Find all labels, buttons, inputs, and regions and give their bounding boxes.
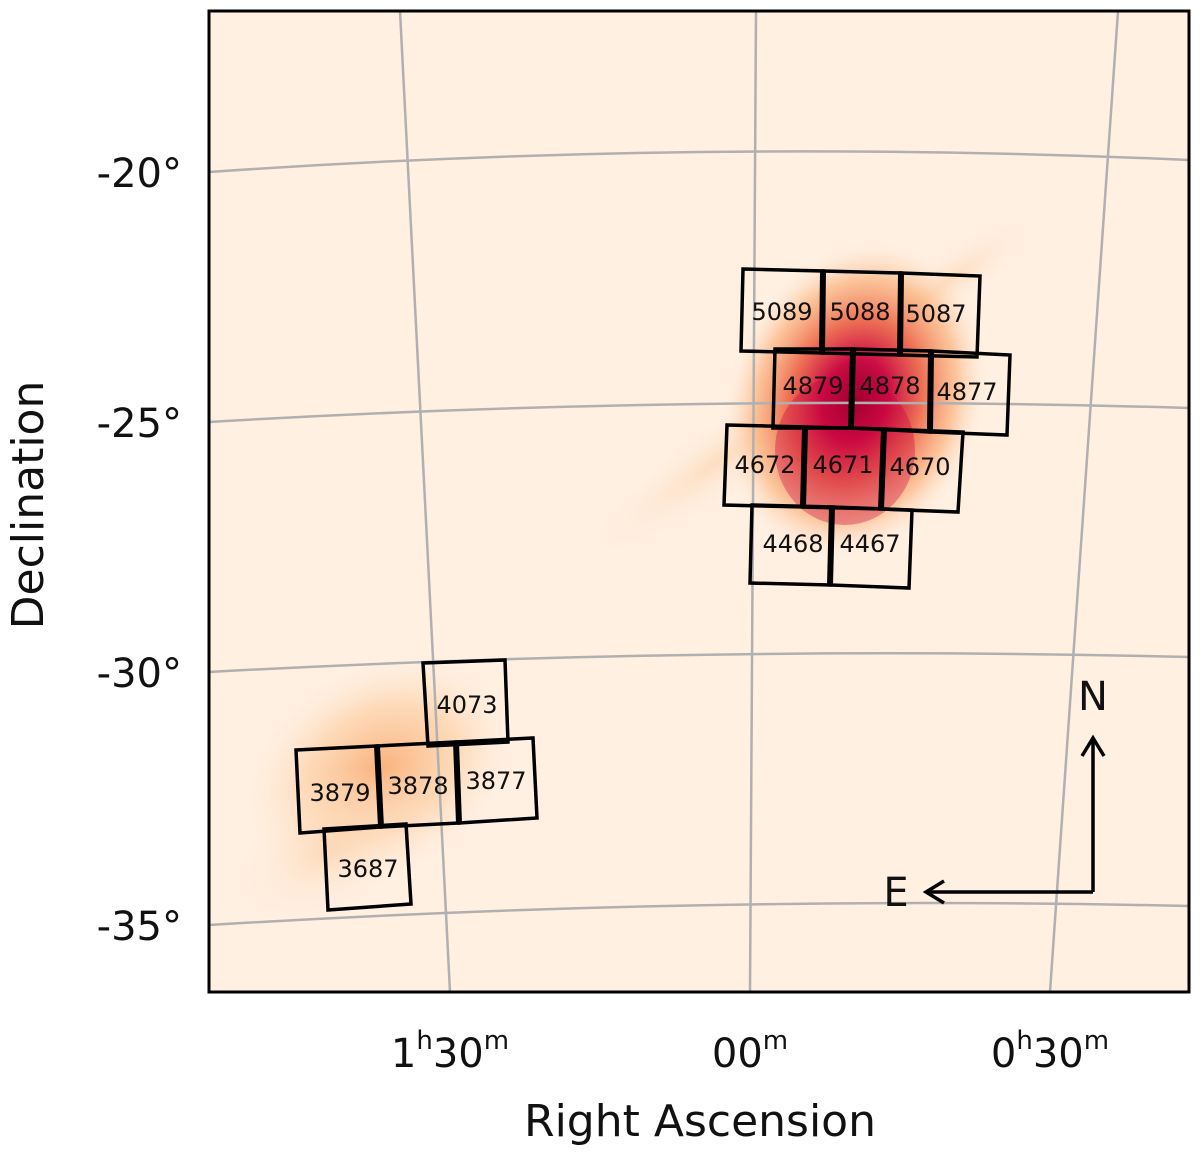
y-axis-label: Declination xyxy=(3,381,54,630)
x-axis-label: Right Ascension xyxy=(524,1096,876,1147)
dec-tick-labels: -20° -25° -30° -35° xyxy=(97,151,182,950)
tile-label: 5089 xyxy=(751,298,812,326)
coordinate-grid xyxy=(209,11,1189,992)
tile-4073[interactable]: 4073 xyxy=(421,658,510,748)
tile-3879[interactable]: 3879 xyxy=(294,744,383,835)
ra-tick-label: 0h30m xyxy=(991,1026,1109,1077)
tile-label: 5087 xyxy=(905,300,966,328)
tile-label: 4672 xyxy=(734,451,795,479)
tile-label: 4467 xyxy=(839,530,900,558)
tile-label: 4468 xyxy=(762,530,823,558)
tile-group-south: 4073 3879 3878 3877 3687 xyxy=(294,658,539,912)
tile-5089[interactable]: 5089 xyxy=(739,267,825,355)
east-label: E xyxy=(883,870,908,916)
north-label: N xyxy=(1078,674,1108,720)
tile-label: 3878 xyxy=(387,772,448,800)
tile-label: 4073 xyxy=(436,691,497,719)
tile-group-north: 5089 5088 5087 4879 4878 4877 4672 46 xyxy=(722,267,1012,590)
tile-label: 4877 xyxy=(936,378,997,406)
dec-tick-label: -35° xyxy=(97,904,182,950)
tile-label: 3879 xyxy=(309,779,370,807)
ra-tick-label: 00m xyxy=(712,1026,788,1077)
dec-tick-label: -30° xyxy=(97,651,182,697)
tile-label: 5088 xyxy=(829,298,890,326)
plot-frame xyxy=(207,9,1191,994)
tile-label: 3687 xyxy=(337,855,398,883)
tile-label: 3877 xyxy=(465,767,526,795)
tile-label: 4671 xyxy=(812,451,873,479)
dec-tick-label: -25° xyxy=(97,401,182,447)
tile-label: 4879 xyxy=(782,372,843,400)
ra-tick-label: 1h30m xyxy=(391,1026,509,1077)
dec-tick-label: -20° xyxy=(97,151,182,197)
tile-label: 4670 xyxy=(889,453,950,481)
tile-label: 4878 xyxy=(859,372,920,400)
compass-rose: N E xyxy=(883,674,1108,916)
ra-tick-labels: 1h30m 00m 0h30m xyxy=(391,1026,1109,1077)
